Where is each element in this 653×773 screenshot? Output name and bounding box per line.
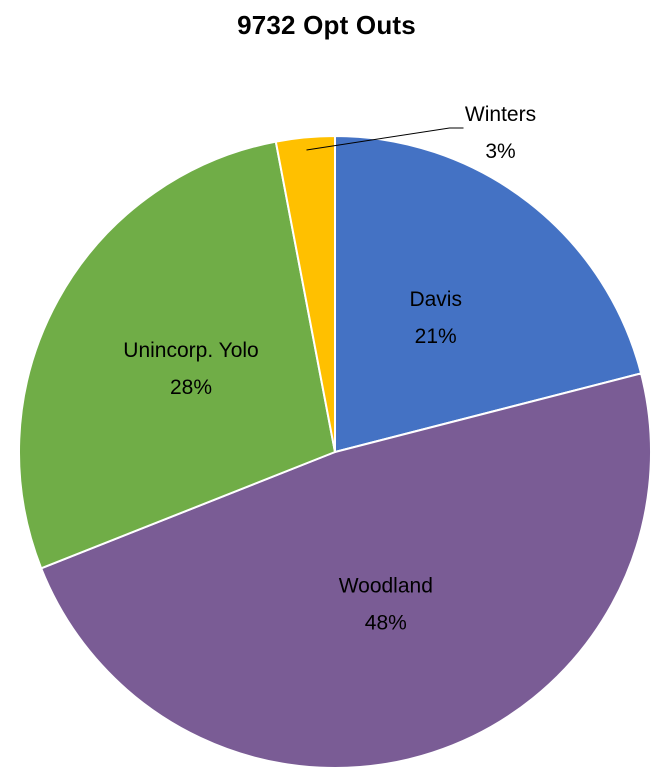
slice-label-woodland: Woodland xyxy=(339,574,433,597)
chart-title: 9732 Opt Outs xyxy=(237,10,416,40)
pie-slice-unincorp-yolo xyxy=(18,140,337,570)
slice-percent-woodland: 48% xyxy=(365,611,407,634)
slice-label-unincorp-yolo: Unincorp. Yolo xyxy=(123,339,258,362)
leader-line-winters xyxy=(306,127,464,151)
pie-slice-davis xyxy=(334,134,643,454)
slice-percent-winters: 3% xyxy=(485,140,515,163)
slice-percent-davis: 21% xyxy=(415,325,457,348)
slice-percent-unincorp-yolo: 28% xyxy=(170,376,212,399)
pie-slice-winters xyxy=(274,134,336,453)
slice-label-winters: Winters xyxy=(465,103,536,126)
pie-slice-woodland xyxy=(39,372,652,769)
slice-label-davis: Davis xyxy=(409,288,462,311)
